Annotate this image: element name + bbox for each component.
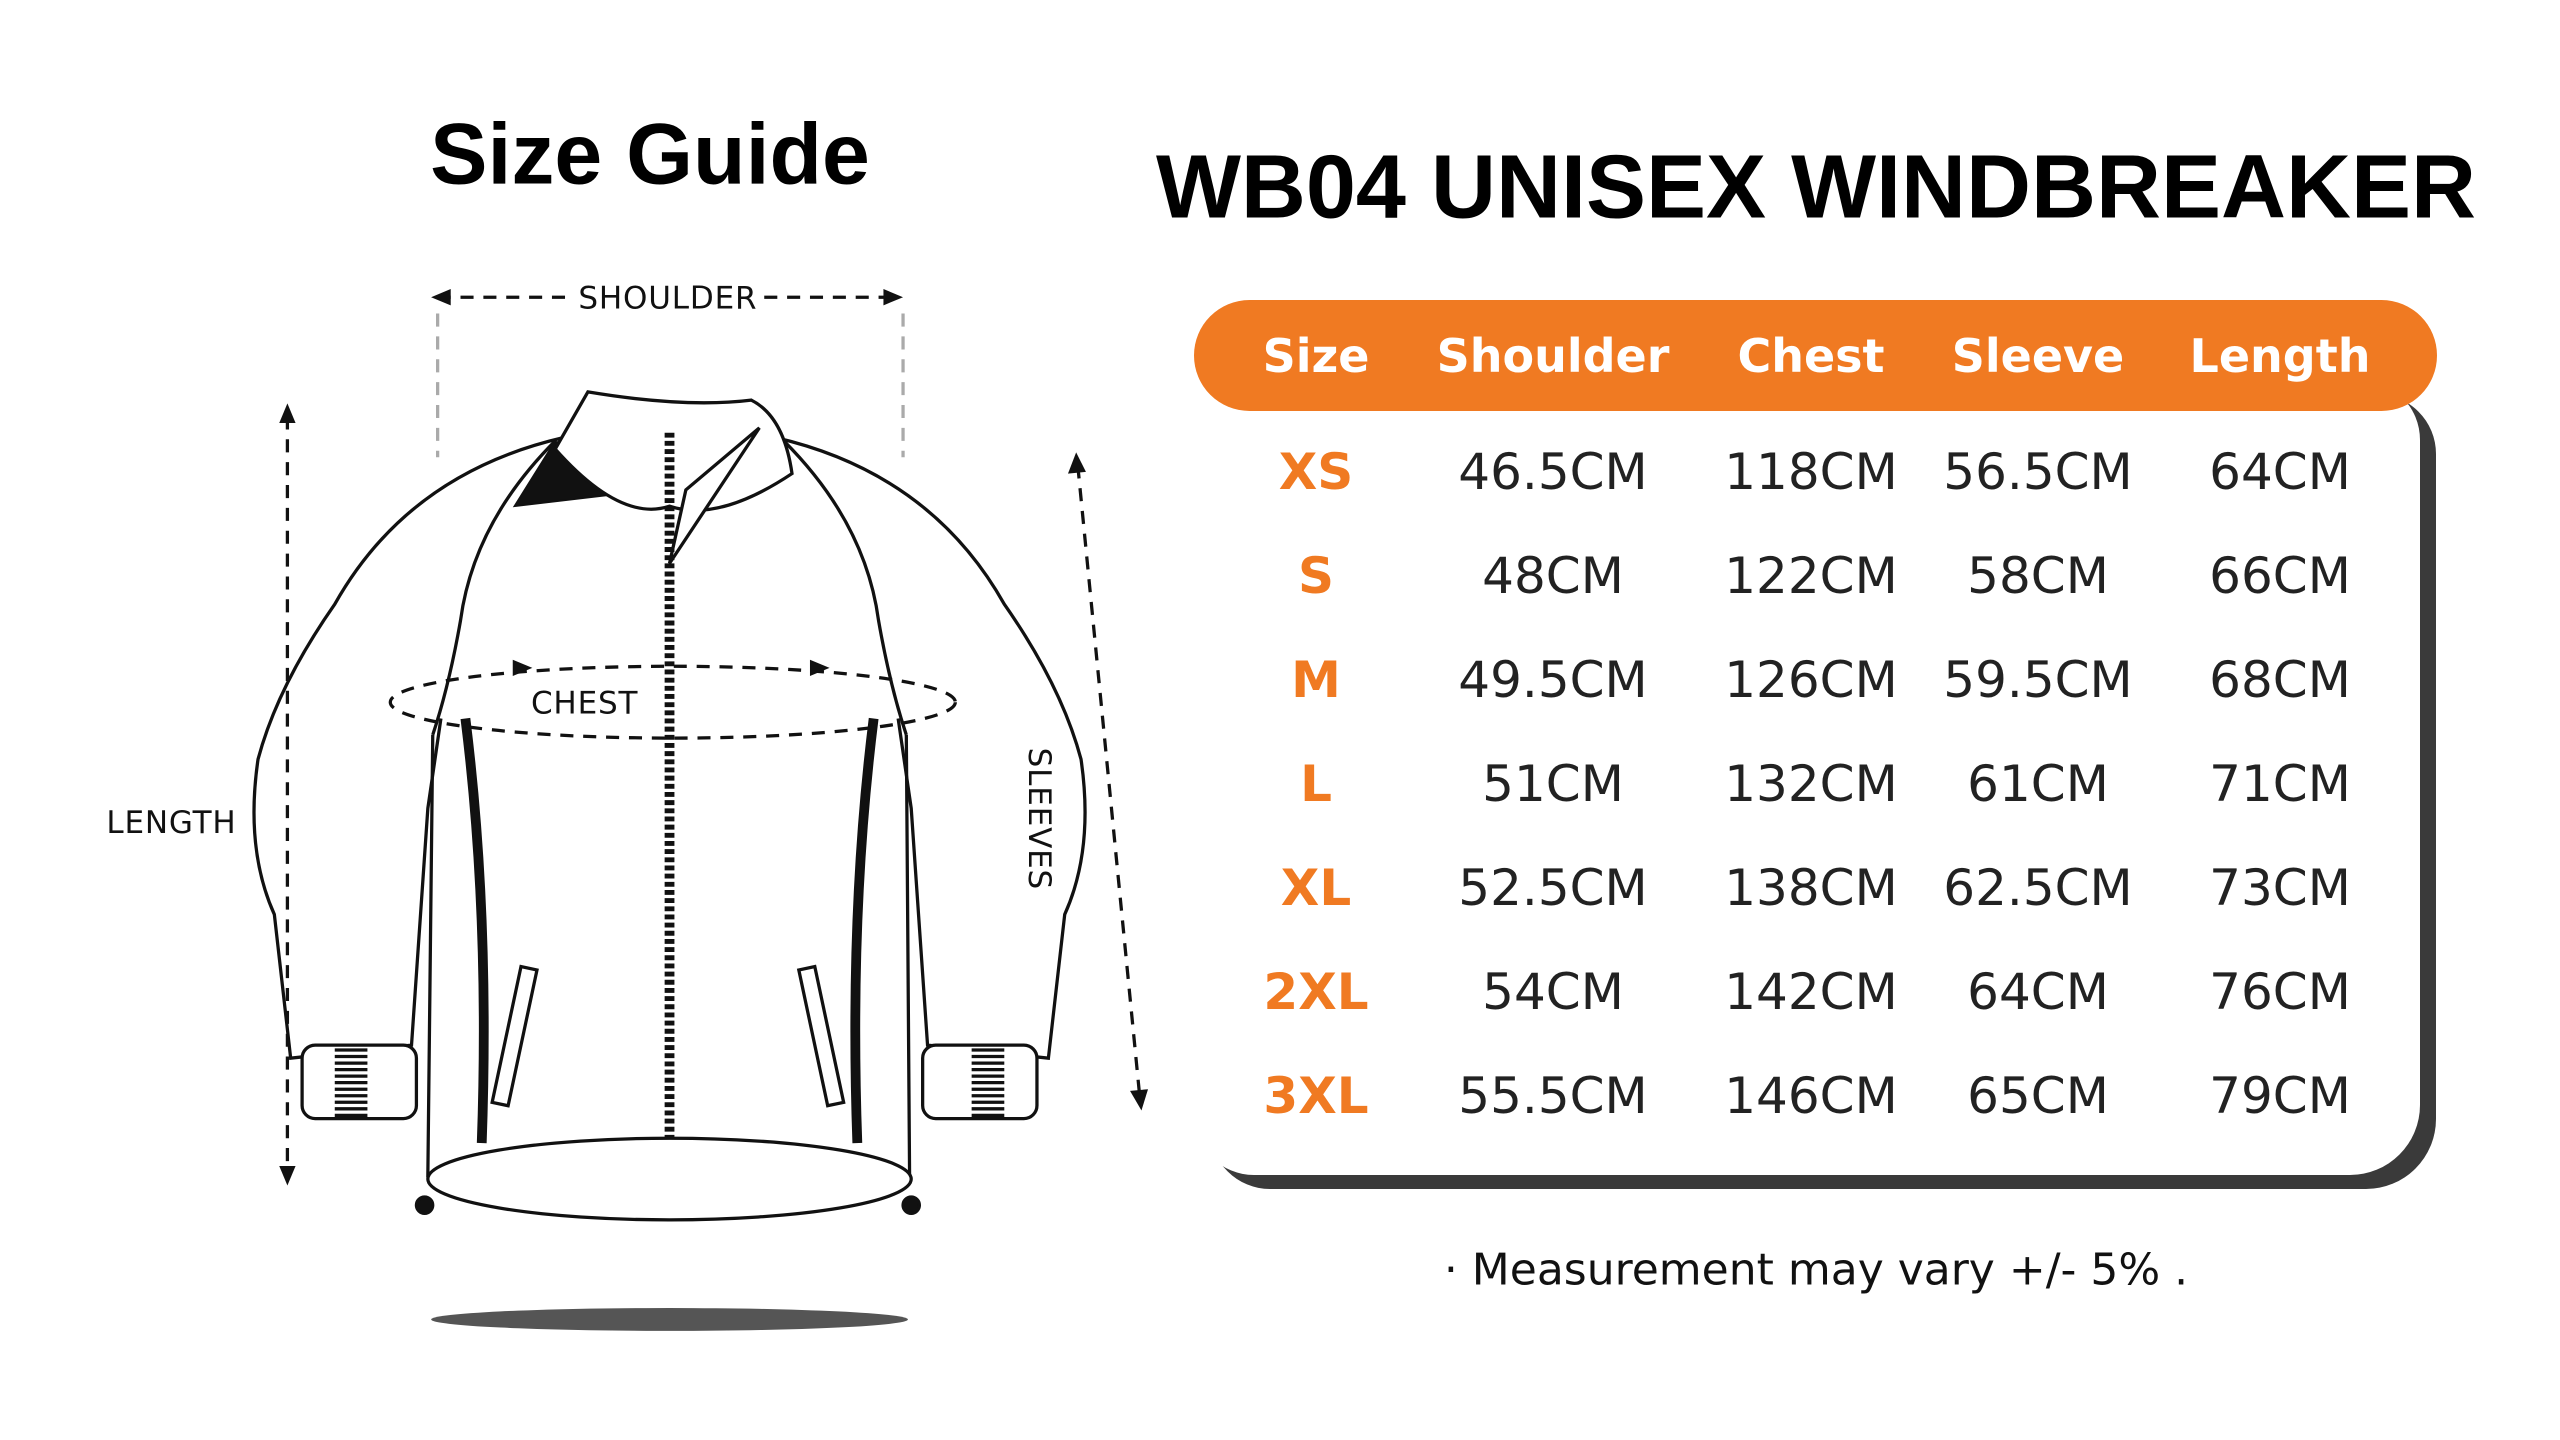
- table-header: [1194, 300, 2437, 411]
- table-cell: 79CM: [2209, 1067, 2351, 1125]
- shoulder-label: SHOULDER: [578, 281, 757, 317]
- table-cell: 76CM: [2209, 963, 2351, 1021]
- table-cell: 73CM: [2209, 859, 2351, 917]
- size-cell: L: [1300, 755, 1332, 813]
- header-cell: Size: [1262, 329, 1370, 383]
- table-cell: 58CM: [1967, 547, 2109, 605]
- header-cell: Shoulder: [1436, 329, 1670, 383]
- table-cell: 64CM: [1967, 963, 2109, 1021]
- product-title: WB04 UNISEX WINDBREAKER: [1155, 137, 2477, 238]
- table-cell: 48CM: [1482, 547, 1624, 605]
- table-cell: 55.5CM: [1458, 1067, 1648, 1125]
- size-cell: XL: [1280, 859, 1352, 917]
- table-cell: 59.5CM: [1943, 651, 2133, 709]
- table-cell: 118CM: [1724, 443, 1898, 501]
- table-cell: 142CM: [1724, 963, 1898, 1021]
- table-cell: 46.5CM: [1458, 443, 1648, 501]
- table-cell: 132CM: [1724, 755, 1898, 813]
- header-cell: Chest: [1737, 329, 1885, 383]
- sleeves-label: SLEEVES: [1021, 748, 1057, 890]
- table-cell: 51CM: [1482, 755, 1624, 813]
- table-cell: 65CM: [1967, 1067, 2109, 1125]
- table-cell: 52.5CM: [1458, 859, 1648, 917]
- table-cell: 61CM: [1967, 755, 2109, 813]
- jacket-diagram: SHOULDER CHEST LENGTH SLEEVES: [106, 281, 1148, 1331]
- table-cell: 49.5CM: [1458, 651, 1648, 709]
- page-title: Size Guide: [430, 106, 870, 203]
- length-label: LENGTH: [106, 805, 236, 841]
- table-cell: 126CM: [1724, 651, 1898, 709]
- table-cell: 56.5CM: [1943, 443, 2133, 501]
- chest-label: CHEST: [531, 686, 639, 722]
- size-cell: S: [1297, 547, 1335, 605]
- size-cell: M: [1291, 651, 1341, 709]
- header-cell: Sleeve: [1951, 329, 2125, 383]
- table-cell: 62.5CM: [1943, 859, 2133, 917]
- header-cell: Length: [2189, 329, 2371, 383]
- table-cell: 66CM: [2209, 547, 2351, 605]
- size-cell: XS: [1278, 443, 1354, 501]
- table-cell: 54CM: [1482, 963, 1624, 1021]
- table-cell: 64CM: [2209, 443, 2351, 501]
- table-cell: 71CM: [2209, 755, 2351, 813]
- table-cell: 68CM: [2209, 651, 2351, 709]
- table-cell: 146CM: [1724, 1067, 1898, 1125]
- size-cell: 2XL: [1263, 963, 1369, 1021]
- note: · Measurement may vary +/- 5% .: [1443, 1244, 2189, 1296]
- table-cell: 122CM: [1724, 547, 1898, 605]
- size-cell: 3XL: [1263, 1067, 1369, 1125]
- table-card: [1194, 380, 2420, 1175]
- table-cell: 138CM: [1724, 859, 1898, 917]
